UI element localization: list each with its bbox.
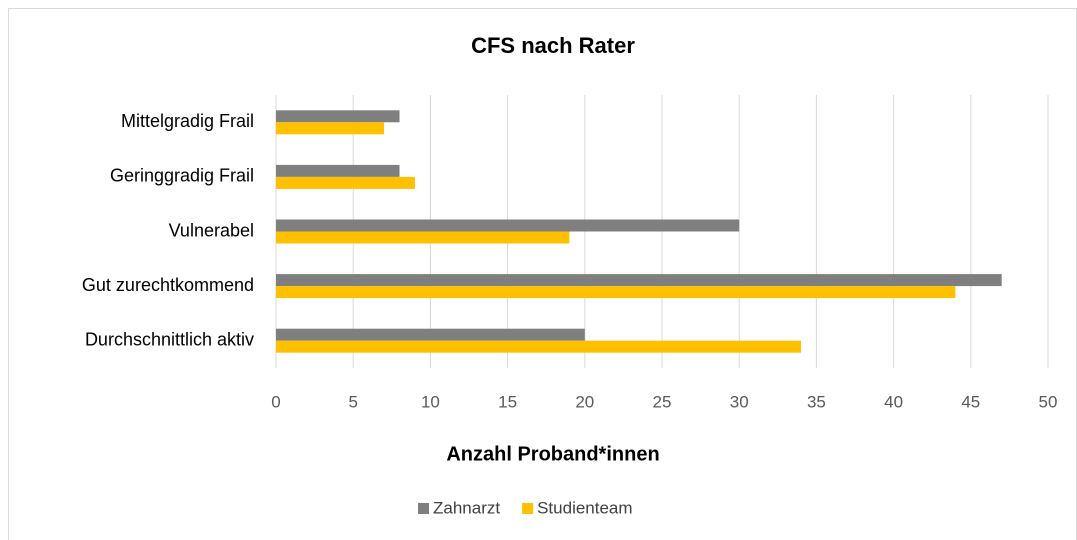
y-tick-label: Vulnerabel — [169, 220, 254, 240]
legend-label: Zahnarzt — [433, 498, 500, 517]
bar — [276, 164, 400, 177]
bar — [276, 122, 385, 135]
bar — [276, 110, 400, 123]
bar — [276, 219, 740, 232]
x-tick-label: 10 — [421, 392, 440, 411]
chart-title: CFS nach Rater — [471, 33, 635, 58]
bar — [276, 286, 956, 299]
x-tick-label: 5 — [348, 392, 357, 411]
x-tick-label: 15 — [498, 392, 517, 411]
y-tick-label: Durchschnittlich aktiv — [85, 329, 254, 349]
x-tick-label: 45 — [961, 392, 980, 411]
x-tick-label: 40 — [884, 392, 903, 411]
bar — [276, 340, 801, 353]
x-tick-label: 0 — [271, 392, 280, 411]
x-tick-label: 25 — [653, 392, 672, 411]
y-tick-label: Geringgradig Frail — [110, 166, 254, 186]
y-tick-label: Gut zurechtkommend — [82, 275, 254, 295]
bar — [276, 274, 1002, 287]
x-tick-label: 50 — [1039, 392, 1058, 411]
legend-swatch — [522, 503, 534, 514]
x-axis-title: Anzahl Proband*innen — [446, 443, 659, 465]
x-tick-label: 20 — [575, 392, 594, 411]
bar — [276, 328, 585, 341]
bar — [276, 176, 415, 189]
x-tick-label: 30 — [730, 392, 749, 411]
x-tick-label: 35 — [807, 392, 826, 411]
y-tick-label: Mittelgradig Frail — [121, 111, 254, 131]
legend-swatch — [418, 503, 429, 514]
legend-label: Studienteam — [537, 498, 632, 517]
bar — [276, 231, 570, 244]
